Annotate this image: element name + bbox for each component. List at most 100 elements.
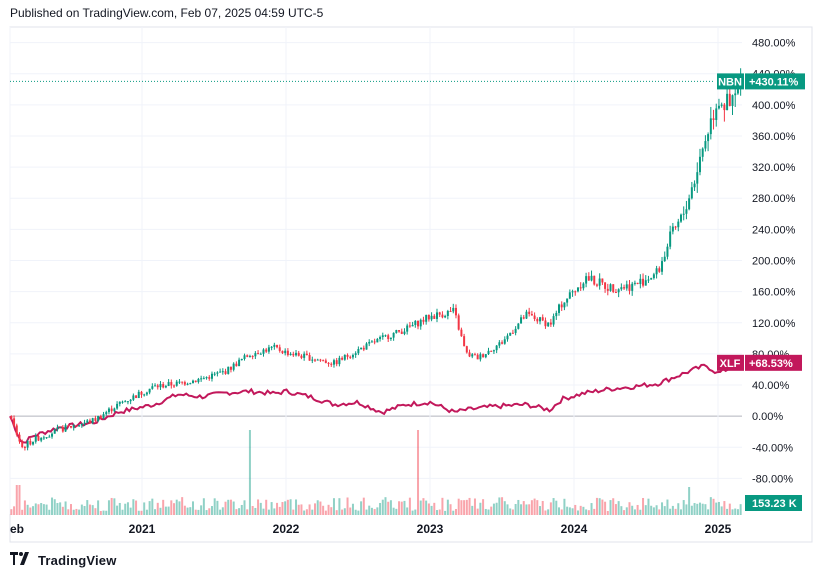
nbn-candle: [216, 372, 219, 374]
nbn-candle: [696, 172, 699, 184]
nbn-candle: [227, 366, 230, 374]
volume-bar: [452, 510, 455, 515]
nbn-candle: [547, 322, 550, 327]
nbn-candle: [644, 280, 647, 286]
nbn-candle: [411, 324, 414, 327]
nbn-candle: [86, 420, 89, 423]
volume-bar: [338, 498, 341, 515]
nbn-candle: [365, 343, 368, 350]
nbn-candle: [585, 276, 588, 284]
volume-bar: [29, 507, 32, 515]
volume-bar: [183, 505, 186, 515]
nbn-candle: [574, 291, 577, 293]
volume-bar: [254, 507, 257, 515]
xlf-value-tag: [745, 354, 802, 371]
volume-bar: [690, 505, 693, 515]
volume-bar: [563, 498, 566, 515]
volume-bar: [10, 509, 13, 515]
nbn-candle: [663, 256, 666, 262]
volume-bar: [248, 430, 251, 515]
volume-bar: [97, 500, 100, 515]
volume-bar: [490, 506, 493, 515]
nbn-candle: [162, 384, 165, 388]
volume-bar: [107, 500, 110, 515]
xlf-value-label: +68.53%: [749, 358, 793, 370]
nbn-candle: [384, 335, 387, 337]
nbn-candle: [143, 394, 146, 396]
volume-bar: [265, 499, 268, 515]
volume-bar: [251, 506, 254, 515]
nbn-candle: [720, 104, 723, 106]
volume-bar: [113, 498, 116, 515]
volume-bar: [669, 508, 672, 515]
nbn-candle: [238, 359, 241, 367]
chart-frame: [9, 26, 813, 543]
y-tick-label: 360.00%: [752, 131, 796, 143]
nbn-candle: [685, 209, 688, 214]
nbn-candle: [64, 425, 67, 432]
volume-bar: [454, 508, 457, 515]
volume-bar: [289, 499, 292, 515]
volume-bar: [473, 498, 476, 515]
volume-bar: [449, 504, 452, 515]
volume-bar: [715, 502, 718, 515]
nbn-candle: [259, 353, 262, 355]
nbn-candle: [186, 383, 189, 385]
volume-bar: [576, 510, 579, 515]
nbn-candle: [680, 214, 682, 222]
nbn-candle: [26, 441, 29, 448]
nbn-candle: [522, 317, 525, 319]
nbn-candle: [13, 418, 16, 426]
volume-bar: [308, 504, 311, 515]
volume-bar: [723, 501, 726, 515]
volume-bar: [403, 500, 406, 515]
price-labels: NBN +430.11% XLF +68.53% 153.23 K: [717, 73, 805, 511]
volume-bar: [137, 510, 140, 515]
volume-bar: [739, 504, 742, 515]
nbn-candle: [731, 95, 734, 106]
nbn-candle: [395, 330, 398, 333]
nbn-candle: [88, 420, 91, 423]
nbn-candle: [690, 187, 693, 199]
volume-bar: [351, 503, 354, 515]
volume-bar: [26, 504, 29, 515]
volume-bar: [213, 498, 216, 515]
nbn-candle: [105, 412, 108, 415]
xlf-series: [9, 360, 743, 444]
nbn-candle: [113, 408, 116, 412]
volume-bar: [205, 510, 208, 515]
nbn-name-tag: [717, 73, 744, 90]
volume-bar: [45, 504, 48, 515]
volume-bar: [398, 501, 401, 515]
volume-bar: [395, 508, 398, 515]
volume-bar: [37, 504, 40, 515]
volume-bar: [392, 507, 395, 515]
volume-bar: [498, 497, 501, 515]
volume-bar: [566, 506, 569, 515]
nbn-candle: [91, 418, 94, 423]
volume-bar: [631, 505, 634, 515]
volume-bar: [295, 499, 298, 515]
volume-bar: [210, 506, 213, 515]
nbn-candle: [406, 325, 409, 332]
nbn-candle: [129, 399, 132, 402]
volume-bar: [547, 509, 550, 515]
volume-bar: [479, 502, 482, 515]
volume-bar: [292, 509, 295, 515]
nbn-candle: [568, 292, 571, 299]
volume-bar: [620, 506, 623, 515]
volume-bar: [419, 500, 422, 515]
volume-bar: [246, 509, 249, 515]
volume-bar: [42, 504, 45, 515]
footer: TradingView: [10, 552, 117, 568]
y-tick-label: 480.00%: [752, 38, 796, 50]
y-tick-label: 280.00%: [752, 193, 796, 205]
nbn-candle: [32, 441, 35, 445]
nbn-candle: [571, 291, 574, 293]
nbn-candle: [29, 441, 32, 445]
nbn-candle: [197, 378, 200, 383]
nbn-value-tag: [745, 73, 805, 90]
volume-bar: [647, 498, 650, 515]
nbn-candle: [70, 425, 72, 428]
